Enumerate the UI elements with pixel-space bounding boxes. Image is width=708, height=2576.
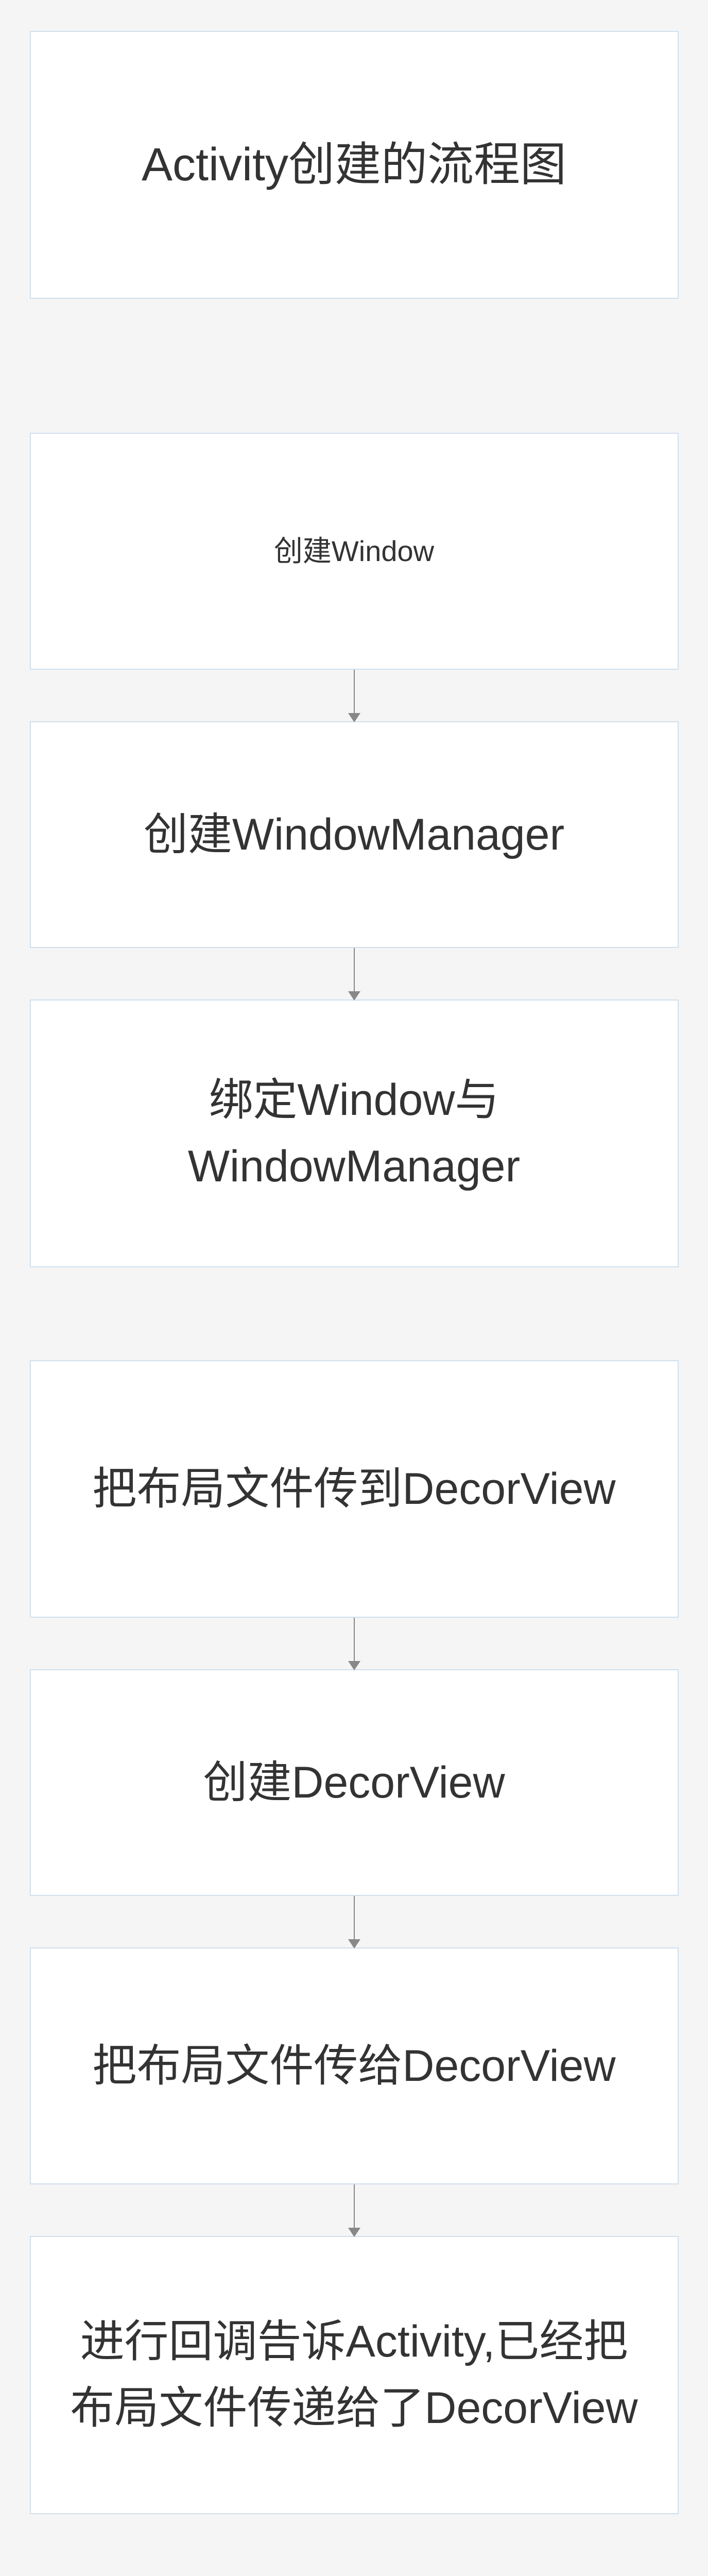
flowchart-node-n1: 创建Window [30, 433, 679, 670]
activity-creation-flowchart: Activity创建的流程图创建Window 创建WindowManager 绑定W… [0, 31, 708, 2576]
flowchart-node-n4: 把布局文件传到DecorView [30, 1360, 679, 1618]
flowchart-arrow [354, 2184, 355, 2236]
flowchart-node-n2: 创建WindowManager [30, 721, 679, 948]
flowchart-arrow [354, 1618, 355, 1669]
flowchart-node-n5: 创建DecorView [30, 1669, 679, 1896]
flowchart-node-n6: 把布局文件传给DecorView [30, 1947, 679, 2184]
flowchart-arrow [354, 948, 355, 999]
flowchart-node-n3: 绑定Window与WindowManager [30, 999, 679, 1267]
flowchart-arrow [354, 670, 355, 721]
flowchart-node-title: Activity创建的流程图 [30, 31, 679, 299]
flowchart-arrow [354, 1896, 355, 1947]
flowchart-node-n7: 进行回调告诉Activity,已经把布局文件传递给了DecorView [30, 2236, 679, 2514]
